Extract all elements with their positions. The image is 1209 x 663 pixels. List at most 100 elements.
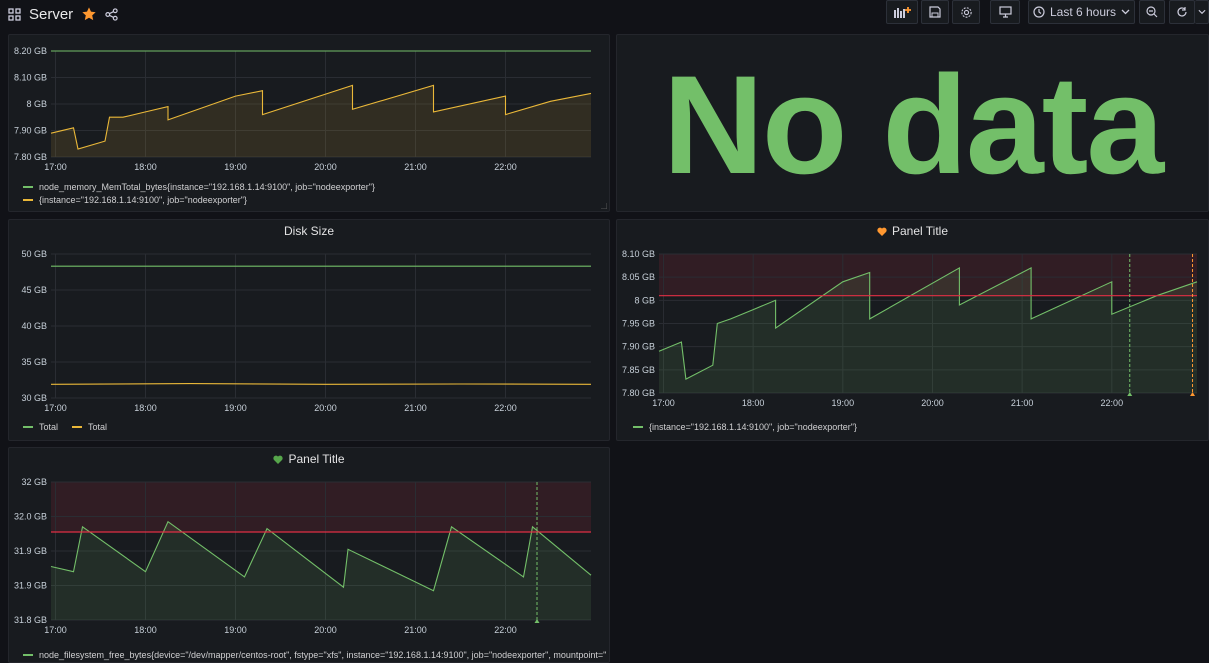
series-area	[659, 267, 1197, 393]
alert-bottom-legend: node_filesystem_free_bytes{device="/dev/…	[23, 648, 606, 661]
x-tick-label: 18:00	[134, 403, 157, 413]
x-tick-label: 21:00	[1011, 398, 1034, 408]
y-tick-label: 30 GB	[21, 393, 47, 403]
refresh-interval-dropdown[interactable]	[1195, 0, 1209, 24]
x-tick-label: 21:00	[404, 403, 427, 413]
legend-item[interactable]: node_filesystem_free_bytes{device="/dev/…	[23, 648, 606, 661]
alert-top-legend: {instance="192.168.1.14:9100", job="node…	[633, 420, 857, 433]
legend-swatch	[633, 425, 643, 428]
annotation-marker-tip	[534, 619, 540, 623]
x-tick-label: 20:00	[314, 403, 337, 413]
x-tick-label: 19:00	[224, 403, 247, 413]
y-tick-label: 50 GB	[21, 249, 47, 259]
panel-title-text: Panel Title	[891, 224, 949, 238]
series-line	[50, 520, 592, 592]
series-area	[51, 521, 591, 620]
legend-swatch	[23, 198, 33, 201]
panel-title[interactable]: Panel Title	[617, 224, 1208, 238]
y-tick-label: 8.10 GB	[622, 249, 655, 259]
y-tick-label: 40 GB	[21, 321, 47, 331]
dashboard-title-area: Server	[8, 4, 118, 24]
resize-handle-icon[interactable]	[601, 203, 607, 209]
series-line	[50, 383, 592, 385]
no-data-text: No data	[662, 46, 1164, 203]
x-tick-label: 20:00	[314, 162, 337, 172]
chevron-down-icon	[1197, 9, 1206, 15]
disk-size-panel[interactable]: Disk Size 50 GB 45 GB 40 GB 35 GB 30 GB 17:00…	[8, 219, 610, 441]
dashboard-title[interactable]: Server	[29, 5, 74, 23]
annotation-marker-tip	[1127, 392, 1133, 396]
y-tick-label: 8 GB	[634, 295, 655, 305]
clock-icon	[1033, 6, 1045, 18]
y-tick-label: 45 GB	[21, 285, 47, 295]
panel-title-text: Disk Size	[283, 224, 334, 238]
heart-icon	[877, 227, 887, 236]
y-tick-label: 35 GB	[21, 357, 47, 367]
x-tick-label: 21:00	[404, 625, 427, 635]
star-icon[interactable]	[81, 6, 97, 22]
y-tick-label: 8 GB	[26, 99, 47, 109]
save-dashboard-button[interactable]	[921, 0, 949, 24]
annotation-marker-tip	[1190, 392, 1196, 396]
threshold-region	[51, 482, 591, 533]
save-icon	[929, 6, 941, 18]
legend-item[interactable]: Total	[23, 420, 58, 433]
refresh-icon	[1176, 6, 1188, 18]
x-tick-label: 21:00	[404, 162, 427, 172]
legend-item[interactable]: Total	[72, 420, 107, 433]
legend-label: {instance="192.168.1.14:9100", job="node…	[649, 421, 857, 432]
dashboard-settings-button[interactable]	[952, 0, 980, 24]
y-tick-label: 31.9 GB	[14, 546, 47, 556]
legend-label: Total	[88, 421, 108, 432]
y-tick-label: 7.95 GB	[622, 319, 655, 329]
x-tick-label: 18:00	[134, 162, 157, 172]
x-tick-label: 19:00	[224, 162, 247, 172]
panel-title[interactable]: Panel Title	[9, 452, 609, 466]
x-tick-label: 17:00	[44, 625, 67, 635]
legend-swatch	[23, 653, 33, 656]
panel-title-text: Panel Title	[288, 452, 345, 466]
x-tick-label: 22:00	[1101, 398, 1124, 408]
x-tick-label: 22:00	[494, 403, 517, 413]
view-mode-button[interactable]	[990, 0, 1020, 24]
y-tick-label: 32 GB	[21, 477, 47, 487]
share-icon[interactable]	[105, 7, 118, 21]
alert-panel-top[interactable]: Panel Title 8.10 GB 8.05 GB 8 GB 7.95 GB 7.9…	[616, 219, 1209, 441]
apps-grid-icon[interactable]	[8, 7, 21, 21]
add-panel-icon	[893, 6, 911, 18]
time-range-picker[interactable]: Last 6 hours	[1028, 0, 1135, 24]
stat-panel[interactable]: No data	[616, 34, 1209, 212]
series-line	[658, 266, 1198, 380]
zoom-out-icon	[1146, 6, 1158, 18]
x-tick-label: 17:00	[44, 162, 67, 172]
series-line	[50, 84, 592, 150]
refresh-button[interactable]	[1169, 0, 1195, 24]
x-tick-label: 17:00	[44, 403, 67, 413]
legend-item[interactable]: node_memory_MemTotal_bytes{instance="192…	[23, 180, 375, 193]
x-tick-label: 17:00	[652, 398, 675, 408]
y-tick-label: 7.85 GB	[622, 365, 655, 375]
heart-icon	[273, 455, 284, 464]
gear-icon	[960, 6, 973, 19]
y-tick-label: 32.0 GB	[14, 512, 47, 522]
x-tick-label: 20:00	[314, 625, 337, 635]
panel-title[interactable]: Disk Size	[9, 224, 609, 238]
memory-panel[interactable]: 8.20 GB 8.10 GB 8 GB 7.90 GB 7.80 GB 17:00 18:…	[8, 34, 610, 212]
legend-label: node_memory_MemTotal_bytes{instance="192…	[39, 181, 376, 192]
zoom-out-button[interactable]	[1139, 0, 1165, 24]
memory-legend: node_memory_MemTotal_bytes{instance="192…	[23, 180, 375, 206]
alert-panel-bottom[interactable]: Panel Title 32 GB 32.0 GB 31.9 GB 31.9 GB 31…	[8, 447, 610, 663]
y-tick-label: 31.8 GB	[14, 615, 47, 625]
x-tick-label: 18:00	[134, 625, 157, 635]
y-tick-label: 7.90 GB	[14, 126, 47, 136]
x-tick-label: 19:00	[224, 625, 247, 635]
top-navbar: Server Last 6 hours	[0, 0, 1209, 28]
add-panel-button[interactable]	[886, 0, 918, 24]
chevron-down-icon	[1121, 9, 1130, 15]
y-tick-label: 7.80 GB	[14, 152, 47, 162]
threshold-region	[659, 254, 1197, 296]
legend-item[interactable]: {instance="192.168.1.14:9100", job="node…	[23, 193, 375, 206]
legend-swatch	[72, 425, 83, 428]
legend-item[interactable]: {instance="192.168.1.14:9100", job="node…	[633, 420, 857, 433]
